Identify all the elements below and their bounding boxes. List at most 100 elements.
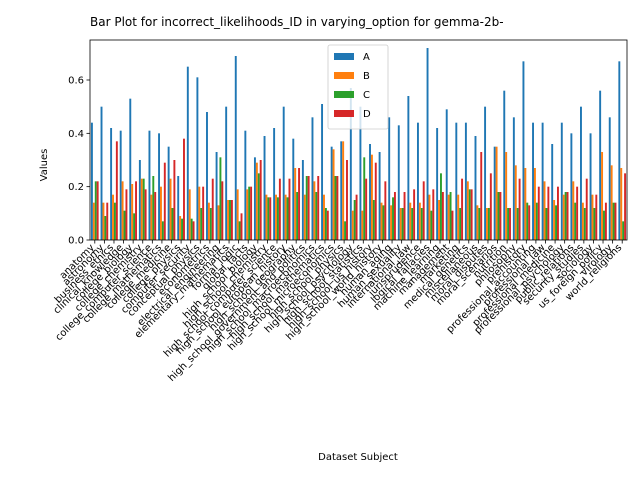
bar-D-college-chemistry xyxy=(144,189,147,240)
bar-A-high-school-microeconomics xyxy=(330,146,333,240)
bar-B-computer-security xyxy=(188,189,191,240)
bar-D-human-aging xyxy=(393,192,396,240)
bar-D-clinical-knowledge xyxy=(125,189,128,240)
bar-D-elementary-mathematics xyxy=(230,200,233,240)
bar-A-high-school-biology xyxy=(253,157,256,240)
bar-A-logical-fallacies xyxy=(426,48,429,240)
bar-A-college-mathematics xyxy=(158,133,160,240)
bar-B-conceptual-physics xyxy=(198,186,201,240)
bar-D-high-school-world-history xyxy=(384,181,387,240)
bar-B-high-school-world-history xyxy=(380,202,383,240)
legend-swatch-C xyxy=(334,91,354,98)
bar-B-management xyxy=(447,194,450,240)
bar-D-computer-security xyxy=(192,221,195,240)
bar-D-virology xyxy=(614,202,617,240)
bar-D-global-facts xyxy=(250,186,253,240)
bar-C-security-studies xyxy=(583,208,586,240)
bar-D-electrical-engineering xyxy=(221,181,224,240)
bar-D-anatomy xyxy=(96,181,99,240)
bar-C-econometrics xyxy=(209,208,212,240)
bar-D-management xyxy=(451,210,454,240)
legend-swatch-B xyxy=(334,72,354,79)
bar-B-moral-scenarios xyxy=(495,146,498,240)
bar-C-college-biology xyxy=(133,213,136,240)
bar-C-college-chemistry xyxy=(142,178,145,240)
bar-B-high-school-psychology xyxy=(351,210,354,240)
bar-C-moral-scenarios xyxy=(497,192,500,240)
bar-D-professional-accounting xyxy=(537,186,540,240)
bar-A-college-chemistry xyxy=(138,160,141,240)
bar-A-nutrition xyxy=(503,90,506,240)
bar-D-high-school-psychology xyxy=(355,194,358,240)
bar-C-us-foreign-policy xyxy=(603,210,605,240)
bar-A-econometrics xyxy=(206,112,208,240)
bar-C-electrical-engineering xyxy=(219,157,222,240)
bar-D-high-school-biology xyxy=(259,160,262,240)
bar-C-astronomy xyxy=(104,216,107,240)
bar-C-nutrition xyxy=(507,208,510,240)
bar-D-jurisprudence xyxy=(422,181,425,240)
x-axis: anatomyastronomybusiness_ethicsclinical_… xyxy=(52,240,624,384)
bar-D-college-physics xyxy=(183,138,185,240)
bar-A-professional-accounting xyxy=(532,122,534,240)
bar-B-jurisprudence xyxy=(418,202,421,240)
bar-B-econometrics xyxy=(207,202,210,240)
bar-D-machine-learning xyxy=(441,192,444,240)
bar-B-security-studies xyxy=(581,202,584,240)
bar-A-philosophy xyxy=(512,117,515,240)
legend-label-C: C xyxy=(363,90,370,101)
bar-B-human-aging xyxy=(390,205,393,240)
bar-A-college-computer-science xyxy=(148,130,151,240)
bar-C-professional-psychology xyxy=(564,192,567,240)
bar-B-miscellaneous xyxy=(476,205,479,240)
bar-C-high-school-psychology xyxy=(353,200,356,240)
y-tick-label: 0.6 xyxy=(68,76,84,87)
bar-A-conceptual-physics xyxy=(196,77,199,240)
bar-A-college-physics xyxy=(177,176,180,240)
bar-D-medical-genetics xyxy=(470,189,473,240)
bar-C-prehistory xyxy=(526,202,529,240)
bar-A-high-school-macroeconomics xyxy=(311,117,314,240)
bar-D-high-school-mathematics xyxy=(326,210,329,240)
y-tick-label: 0.2 xyxy=(68,182,84,193)
bar-D-high-school-us-history xyxy=(374,162,377,240)
bar-C-marketing xyxy=(459,208,462,240)
bar-C-business-ethics xyxy=(113,202,116,240)
bar-D-astronomy xyxy=(106,202,109,240)
bar-B-high-school-european-history xyxy=(284,194,287,240)
bar-A-sociology xyxy=(589,133,592,240)
bar-D-high-school-government-and-politics xyxy=(307,176,310,240)
bar-A-high-school-psychology xyxy=(349,88,352,240)
bar-C-moral-disputes xyxy=(487,208,490,240)
bar-B-college-biology xyxy=(131,184,134,240)
bar-A-professional-psychology xyxy=(560,122,563,240)
bar-B-high-school-computer-science xyxy=(275,194,277,240)
bar-C-global-facts xyxy=(248,186,251,240)
bar-C-high-school-biology xyxy=(257,173,260,240)
bar-B-anatomy xyxy=(92,202,95,240)
bar-D-public-relations xyxy=(576,186,579,240)
bar-D-high-school-microeconomics xyxy=(336,176,339,240)
bar-D-college-mathematics xyxy=(163,162,166,240)
bar-B-clinical-knowledge xyxy=(121,181,124,240)
bar-B-high-school-biology xyxy=(255,162,258,240)
bar-A-elementary-mathematics xyxy=(225,106,228,240)
bar-A-high-school-geography xyxy=(292,138,295,240)
bar-A-international-law xyxy=(407,96,410,240)
bar-D-high-school-geography xyxy=(298,168,301,240)
bar-B-medical-genetics xyxy=(466,181,469,240)
legend-swatch-D xyxy=(334,110,354,117)
bar-B-professional-psychology xyxy=(562,194,565,240)
bar-A-computer-security xyxy=(186,66,189,240)
bar-D-econometrics xyxy=(211,178,214,240)
bar-A-astronomy xyxy=(100,106,103,240)
bar-A-high-school-chemistry xyxy=(263,136,266,240)
bar-A-high-school-us-history xyxy=(369,144,371,240)
bar-C-anatomy xyxy=(94,181,97,240)
bar-B-electrical-engineering xyxy=(217,205,220,240)
bar-A-high-school-european-history xyxy=(282,106,285,240)
bar-B-high-school-statistics xyxy=(361,210,364,240)
bar-B-astronomy xyxy=(102,202,105,240)
bar-C-high-school-world-history xyxy=(382,205,385,240)
bar-C-human-aging xyxy=(392,197,394,240)
